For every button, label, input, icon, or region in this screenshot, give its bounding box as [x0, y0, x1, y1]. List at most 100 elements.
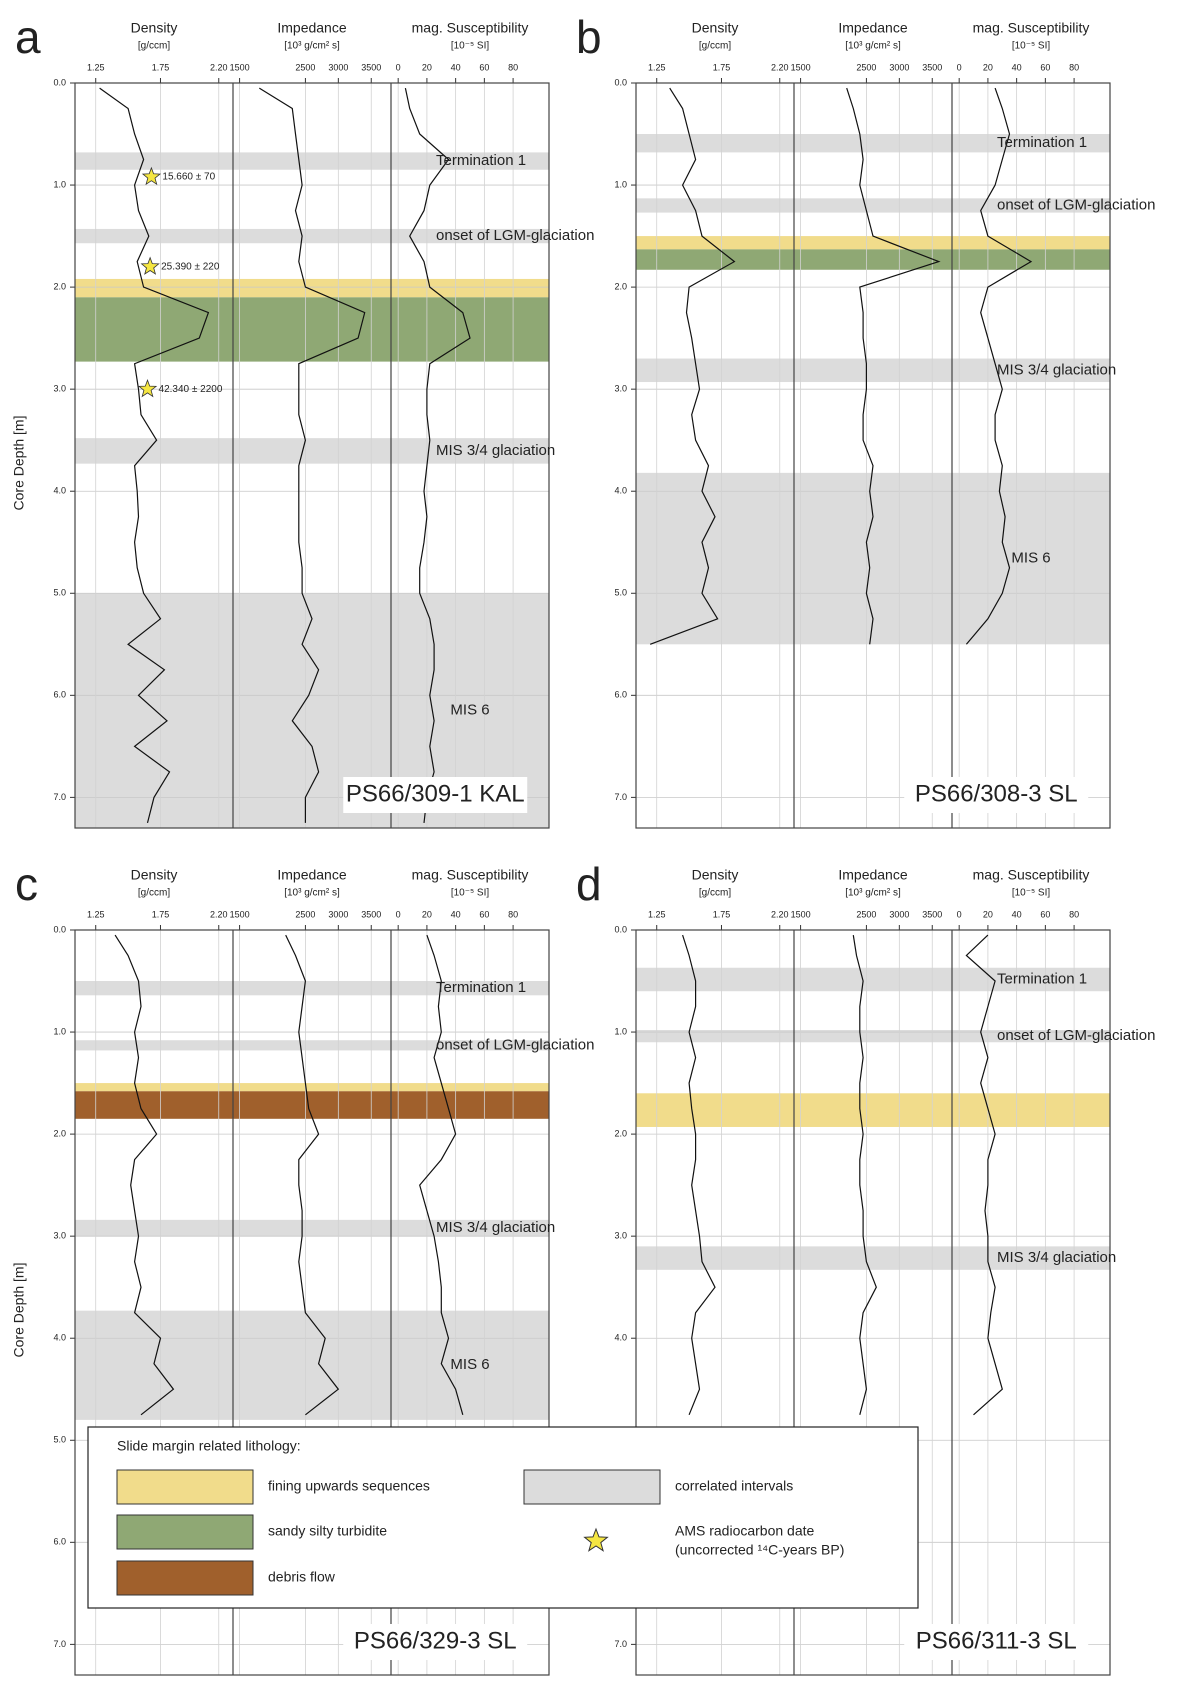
x-tick-label: 1.25 — [648, 62, 666, 72]
track-unit: [g/ccm] — [699, 888, 731, 899]
y-tick-label: 4.0 — [53, 1333, 66, 1343]
band — [636, 358, 1110, 383]
x-tick-label: 1500 — [791, 909, 811, 919]
y-tick-label: 6.0 — [614, 690, 627, 700]
band — [75, 1040, 549, 1051]
band — [636, 1093, 1110, 1127]
band — [75, 152, 549, 170]
track-unit: [10⁻⁵ SI] — [451, 41, 490, 52]
log-curve — [846, 87, 941, 645]
track-title: Impedance — [838, 20, 907, 36]
track-title: Density — [692, 20, 739, 36]
legend-title: Slide margin related lithology: — [117, 1438, 301, 1454]
x-tick-label: 20 — [422, 62, 432, 72]
log-curve — [852, 935, 877, 1415]
track-title: Density — [692, 867, 739, 883]
log-curve — [114, 934, 175, 1416]
date-star — [141, 166, 162, 186]
band — [75, 1310, 549, 1420]
y-tick-label: 2.0 — [53, 281, 66, 291]
x-tick-label: 80 — [1069, 909, 1079, 919]
band-label: MIS 6 — [450, 702, 489, 719]
x-tick-label: 2500 — [295, 62, 315, 72]
y-tick-label: 6.0 — [53, 690, 66, 700]
y-tick-label: 7.0 — [614, 1639, 627, 1649]
y-tick-label: 5.0 — [614, 588, 627, 598]
y-tick-label: 0.0 — [53, 924, 66, 934]
date-label: 15.660 ± 70 — [162, 172, 215, 183]
x-tick-label: 0 — [396, 62, 401, 72]
band — [636, 1030, 1110, 1043]
y-tick-label: 5.0 — [53, 1435, 66, 1445]
log-curve — [965, 87, 1033, 645]
x-tick-label: 2500 — [295, 909, 315, 919]
band — [75, 278, 549, 298]
log-curve — [419, 934, 464, 1415]
x-tick-label: 1.75 — [152, 62, 170, 72]
y-tick-label: 7.0 — [614, 792, 627, 802]
x-tick-label: 2.20 — [771, 62, 789, 72]
legend-swatch — [116, 1514, 254, 1550]
x-tick-label: 1.25 — [648, 909, 666, 919]
legend-label: debris flow — [268, 1569, 336, 1585]
core-name-box — [904, 777, 1089, 813]
track-unit: [10³ g/cm² s] — [284, 888, 340, 899]
y-axis-label: Core Depth [m] — [11, 416, 27, 511]
y-tick-label: 2.0 — [53, 1128, 66, 1138]
x-tick-label: 1500 — [791, 62, 811, 72]
x-tick-label: 2500 — [856, 62, 876, 72]
track-title: Density — [131, 867, 178, 883]
core-name-box — [343, 1624, 528, 1660]
track-title: Density — [131, 20, 178, 36]
legend-swatch — [116, 1469, 254, 1505]
core-name: PS66/311-3 SL — [916, 1627, 1077, 1654]
track-unit: [g/ccm] — [699, 41, 731, 52]
band — [636, 198, 1110, 213]
core-name-box — [904, 1624, 1089, 1660]
track-unit: [g/ccm] — [138, 888, 170, 899]
y-tick-label: 5.0 — [53, 588, 66, 598]
band-label: Termination 1 — [436, 979, 526, 996]
band — [636, 472, 1110, 645]
band — [636, 236, 1110, 250]
core-name: PS66/329-3 SL — [354, 1627, 517, 1654]
date-label: 42.340 ± 2200 — [159, 384, 223, 395]
x-tick-label: 20 — [983, 909, 993, 919]
x-tick-label: 1500 — [230, 62, 250, 72]
band-label: MIS 3/4 glaciation — [997, 1249, 1116, 1266]
y-tick-label: 1.0 — [53, 1026, 66, 1036]
x-tick-label: 0 — [957, 62, 962, 72]
track-title: mag. Susceptibility — [973, 20, 1090, 36]
plot-frame — [635, 929, 1111, 1676]
y-tick-label: 3.0 — [53, 384, 66, 394]
x-tick-label: 3000 — [889, 909, 909, 919]
band-label: Termination 1 — [997, 970, 1087, 987]
x-tick-label: 20 — [422, 909, 432, 919]
track-unit: [10⁻⁵ SI] — [1012, 888, 1051, 899]
legend-label: correlated intervals — [675, 1478, 793, 1494]
plot-frame — [74, 82, 550, 829]
band — [636, 967, 1110, 992]
y-tick-label: 1.0 — [614, 1026, 627, 1036]
y-tick-label: 0.0 — [614, 77, 627, 87]
panel: b 0.0 1.0 2.0 3.0 4.0 5.0 6.0 7.0 Density [g/ccm] 1… — [576, 11, 1155, 829]
track-unit: [10³ g/cm² s] — [845, 888, 901, 899]
x-tick-label: 3000 — [328, 62, 348, 72]
log-curve — [285, 934, 340, 1416]
log-curve — [258, 87, 366, 823]
y-tick-label: 3.0 — [614, 1231, 627, 1241]
y-tick-label: 3.0 — [614, 384, 627, 394]
legend: Slide margin related lithology: fining up… — [87, 1426, 919, 1609]
x-tick-label: 0 — [957, 909, 962, 919]
legend-label: sandy silty turbidite — [268, 1523, 387, 1539]
band — [75, 1091, 549, 1119]
log-curve — [404, 87, 471, 823]
plot-frame — [74, 929, 550, 1676]
track-title: mag. Susceptibility — [412, 20, 529, 36]
legend-star — [583, 1527, 609, 1552]
y-tick-label: 6.0 — [53, 1537, 66, 1547]
y-axis-label: Core Depth [m] — [11, 1263, 27, 1358]
track-title: mag. Susceptibility — [412, 867, 529, 883]
x-tick-label: 1.25 — [87, 62, 105, 72]
